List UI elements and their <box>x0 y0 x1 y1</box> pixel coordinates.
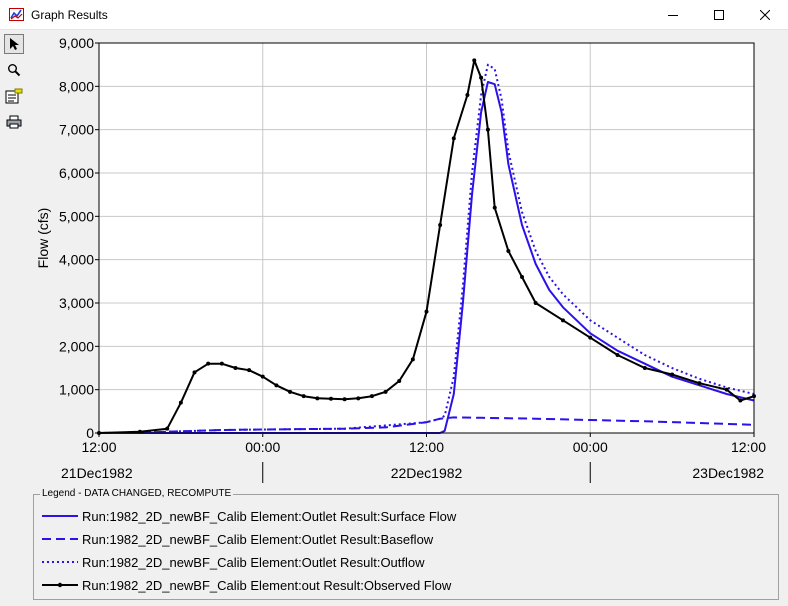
x-tick-label: 00:00 <box>573 439 608 455</box>
data-point-observed-flow <box>342 397 347 402</box>
maximize-button[interactable] <box>696 0 742 30</box>
data-point-observed-flow <box>697 381 702 386</box>
y-tick-label: 6,000 <box>59 165 94 181</box>
legend-title: Legend - DATA CHANGED, RECOMPUTE <box>40 488 234 499</box>
graph-toolbar <box>0 30 30 150</box>
y-tick-label: 7,000 <box>59 122 94 138</box>
observed-flow-swatch <box>42 582 78 588</box>
legend-label: Run:1982_2D_newBF_Calib Element:Outlet R… <box>82 508 457 524</box>
series-line-baseflow <box>98 416 755 434</box>
date-label: 22Dec1982 <box>391 465 463 481</box>
zoom-tool[interactable] <box>4 60 24 80</box>
y-tick-label: 9,000 <box>59 35 94 51</box>
legend-item-observed-flow: Run:1982_2D_newBF_Calib Element:out Resu… <box>40 575 451 595</box>
data-point-observed-flow <box>438 223 443 227</box>
data-point-observed-flow <box>192 370 197 375</box>
data-point-observed-flow <box>247 368 252 373</box>
y-tick-label: 2,000 <box>59 338 94 354</box>
data-point-observed-flow <box>206 361 211 366</box>
legend-label: Run:1982_2D_newBF_Calib Element:Outlet R… <box>82 554 425 570</box>
legend-label: Run:1982_2D_newBF_Calib Element:Outlet R… <box>82 531 434 547</box>
data-point-observed-flow <box>465 93 470 97</box>
y-tick-label: 5,000 <box>59 208 94 224</box>
data-point-observed-flow <box>506 249 511 253</box>
maximize-icon <box>714 10 724 20</box>
legend-item-baseflow: Run:1982_2D_newBF_Calib Element:Outlet R… <box>40 529 433 549</box>
data-point-observed-flow <box>315 396 320 401</box>
data-point-observed-flow <box>472 58 477 63</box>
legend-item-surface-flow: Run:1982_2D_newBF_Calib Element:Outlet R… <box>40 506 456 526</box>
surface-flow-swatch <box>42 515 78 517</box>
data-point-observed-flow <box>274 383 279 388</box>
data-point-observed-flow <box>165 426 170 431</box>
pointer-icon <box>10 38 19 50</box>
plot-border <box>98 42 755 434</box>
x-tick-label: 12:00 <box>81 439 116 455</box>
data-point-observed-flow <box>520 275 525 279</box>
x-tick-label: 12:00 <box>731 439 766 455</box>
y-tick-label: 3,000 <box>59 295 94 311</box>
outflow-swatch <box>42 561 78 563</box>
data-point-observed-flow <box>615 353 620 357</box>
data-point-observed-flow <box>670 372 675 377</box>
close-icon <box>760 10 770 20</box>
app-icon <box>9 8 24 21</box>
data-point-observed-flow <box>485 127 490 132</box>
printer-icon <box>6 115 22 129</box>
data-point-observed-flow <box>492 205 497 210</box>
data-point-observed-flow <box>369 394 374 399</box>
legend-item-outflow: Run:1982_2D_newBF_Calib Element:Outlet R… <box>40 552 425 572</box>
window-title: Graph Results <box>31 8 108 22</box>
data-point-observed-flow <box>288 389 293 394</box>
y-tick-label: 8,000 <box>59 78 94 94</box>
properties-icon <box>5 88 23 104</box>
baseflow-swatch <box>42 538 78 540</box>
data-point-observed-flow <box>560 318 565 323</box>
data-point-observed-flow <box>328 396 333 401</box>
minimize-button[interactable] <box>650 0 696 30</box>
data-point-observed-flow <box>479 75 484 80</box>
data-point-observed-flow <box>410 357 415 362</box>
title-bar: Graph Results <box>0 0 788 30</box>
data-point-observed-flow <box>451 136 456 141</box>
properties-tool[interactable] <box>4 86 24 106</box>
series-line-outflow <box>98 63 755 434</box>
data-point-observed-flow <box>424 309 429 314</box>
date-label: 23Dec1982 <box>692 465 764 481</box>
date-label: 21Dec1982 <box>61 465 133 481</box>
y-axis-label: Flow (cfs) <box>35 208 51 269</box>
y-tick-label: 0 <box>86 425 94 441</box>
minimize-icon <box>668 15 678 16</box>
data-point-observed-flow <box>260 374 265 379</box>
legend: Legend - DATA CHANGED, RECOMPUTE Run:198… <box>33 488 779 600</box>
flow-chart: 0 1,000 2,000 3,000 4,000 5,000 6,000 7,000 8,00… <box>35 35 766 483</box>
data-point-observed-flow <box>233 366 238 370</box>
y-tick-label: 1,000 <box>59 382 94 398</box>
pointer-tool[interactable] <box>4 34 24 54</box>
data-point-observed-flow <box>383 389 388 394</box>
data-point-observed-flow <box>642 366 647 370</box>
data-point-observed-flow <box>588 335 593 340</box>
x-tick-label: 00:00 <box>245 439 280 455</box>
close-button[interactable] <box>742 0 788 30</box>
data-point-observed-flow <box>301 394 306 399</box>
data-point-observed-flow <box>219 361 224 366</box>
print-tool[interactable] <box>4 112 24 132</box>
data-point-observed-flow <box>533 301 538 305</box>
data-point-observed-flow <box>178 400 183 405</box>
x-tick-label: 12:00 <box>409 439 444 455</box>
y-tick-label: 4,000 <box>59 252 94 268</box>
legend-label: Run:1982_2D_newBF_Calib Element:out Resu… <box>82 577 452 593</box>
series-line-surface-flow <box>99 81 755 434</box>
data-point-observed-flow <box>356 396 361 401</box>
magnifier-icon <box>8 64 21 77</box>
data-point-observed-flow <box>738 398 743 403</box>
data-point-observed-flow <box>397 379 402 383</box>
data-point-observed-flow <box>724 387 729 392</box>
